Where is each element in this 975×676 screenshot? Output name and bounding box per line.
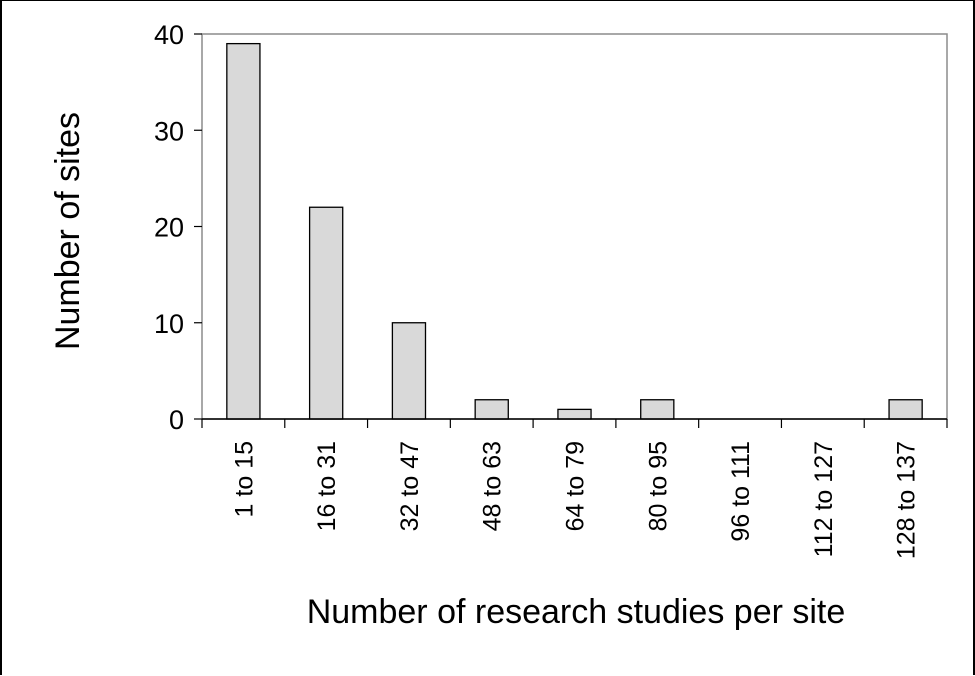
y-tick-label: 0 xyxy=(169,405,184,435)
x-category-label: 16 to 31 xyxy=(313,441,341,531)
bar xyxy=(391,322,427,420)
y-tick-label: 10 xyxy=(154,309,184,339)
y-tick-label: 30 xyxy=(154,116,184,146)
x-category-label: 48 to 63 xyxy=(479,441,507,531)
x-axis-title: Number of research studies per site xyxy=(307,593,846,631)
x-category-label: 80 to 95 xyxy=(644,441,672,531)
bar xyxy=(557,408,592,420)
x-category-label: 64 to 79 xyxy=(562,441,590,531)
y-tick-label: 20 xyxy=(154,213,184,243)
bar xyxy=(308,206,344,420)
x-axis-ticks: 1 to 15 16 to 31 32 to 47 48 to 63 64 to 79 8… xyxy=(201,419,948,559)
y-tick-label: 40 xyxy=(154,20,184,50)
bar xyxy=(474,399,509,420)
x-category-label: 128 to 137 xyxy=(893,441,921,559)
x-category-label: 112 to 127 xyxy=(810,441,838,557)
y-axis-ticks: 0 10 20 30 40 xyxy=(154,20,202,435)
x-category-label: 32 to 47 xyxy=(396,441,424,531)
bar xyxy=(888,399,923,420)
bar xyxy=(226,42,261,420)
bar xyxy=(640,399,675,420)
x-category-label: 1 to 15 xyxy=(230,441,258,517)
y-axis-title: Number of sites xyxy=(49,112,87,350)
x-category-label: 96 to 111 xyxy=(727,441,755,542)
